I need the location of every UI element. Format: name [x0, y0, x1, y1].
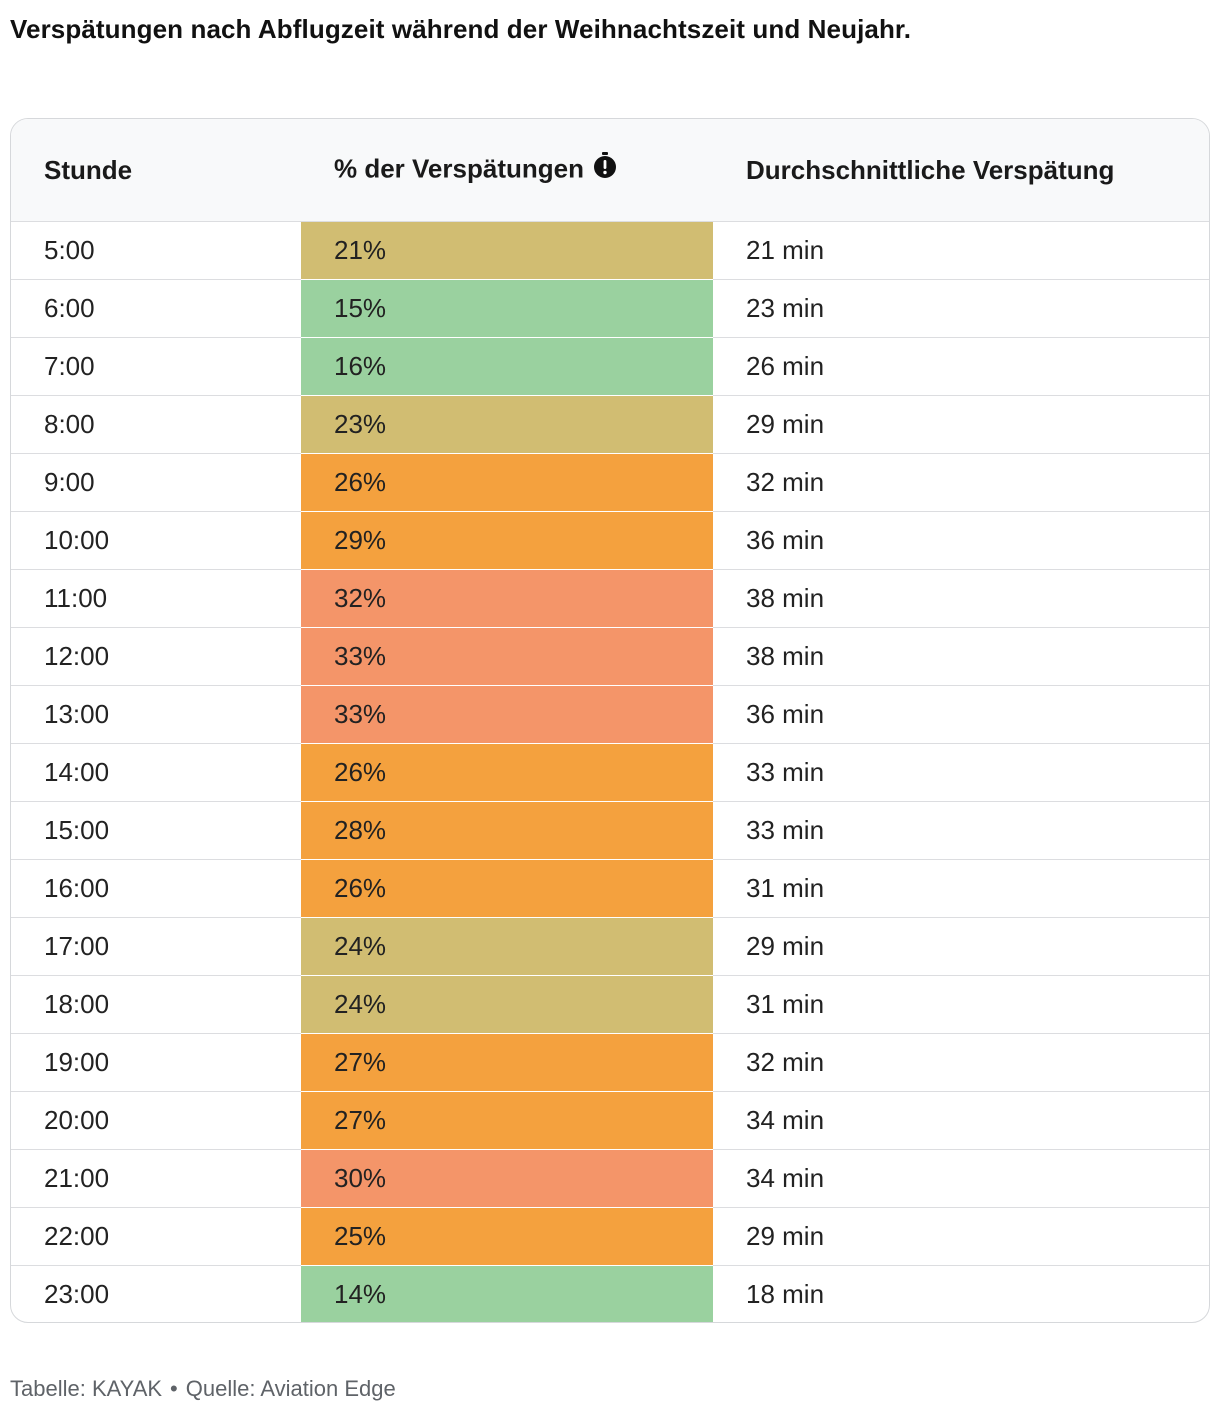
cell-delay-percent: 26% [301, 859, 713, 918]
cell-hour: 23:00 [11, 1265, 301, 1322]
column-header-hour: Stunde [11, 119, 301, 222]
cell-average-delay: 34 min [713, 1091, 1209, 1150]
cell-hour: 5:00 [44, 235, 95, 265]
data-source: Quelle: Aviation Edge [185, 1376, 396, 1401]
cell-delay-percent: 28% [301, 801, 713, 860]
table-row: 7:00 16% 26 min [11, 337, 1209, 396]
cell-delay-percent: 14% [301, 1265, 713, 1322]
cell-hour: 12:00 [11, 627, 301, 686]
cell-hour: 21:00 [11, 1149, 301, 1208]
cell-delay-percent: 24% [301, 975, 713, 1034]
column-header-delay-percent: % der Verspätungen [301, 119, 713, 222]
table-row: 5:00 21% 21 min [11, 221, 1209, 280]
cell-average-delay: 29 min [713, 395, 1209, 454]
cell-hour: 22:00 [11, 1207, 301, 1266]
cell-delay-percent: 27% [301, 1091, 713, 1150]
cell-delay-percent: 27% [301, 1033, 713, 1092]
table-row: 15:00 28% 33 min [11, 801, 1209, 860]
cell-average-delay: 21 min [746, 235, 825, 265]
cell-hour: 18:00 [11, 975, 301, 1034]
table-row: 13:00 33% 36 min [11, 685, 1209, 744]
cell-average-delay: 29 min [713, 917, 1209, 976]
table-row: 19:00 27% 32 min [11, 1033, 1209, 1092]
chart-title: Verspätungen nach Abflugzeit während der… [10, 14, 912, 44]
cell-hour: 19:00 [11, 1033, 301, 1092]
cell-hour: 17:00 [11, 917, 301, 976]
cell-delay-percent: 30% [301, 1149, 713, 1208]
cell-delay-percent: 24% [301, 917, 713, 976]
cell-delay-percent: 15% [301, 279, 713, 338]
cell-delay-percent: 25% [301, 1207, 713, 1266]
cell-delay-percent: 23% [301, 395, 713, 454]
table-row: 20:00 27% 34 min [11, 1091, 1209, 1150]
separator-dot: • [170, 1376, 178, 1401]
table-header-row: Stunde % der Verspätungen Durchschnittli… [11, 119, 1209, 222]
cell-delay-percent: 21% [301, 221, 713, 280]
cell-average-delay: 29 min [713, 1207, 1209, 1266]
cell-delay-percent: 29% [301, 511, 713, 570]
table-row: 22:00 25% 29 min [11, 1207, 1209, 1266]
footer-credit: Tabelle: KAYAK • Quelle: Aviation Edge [10, 1376, 396, 1402]
cell-average-delay: 34 min [713, 1149, 1209, 1208]
cell-average-delay: 31 min [713, 859, 1209, 918]
cell-delay-percent: 26% [301, 453, 713, 512]
cell-hour: 14:00 [11, 743, 301, 802]
table-row: 18:00 24% 31 min [11, 975, 1209, 1034]
cell-delay-percent: 33% [301, 627, 713, 686]
cell-average-delay: 18 min [713, 1265, 1209, 1322]
cell-delay-percent: 32% [301, 569, 713, 628]
cell-hour: 16:00 [11, 859, 301, 918]
table-row: 12:00 33% 38 min [11, 627, 1209, 686]
table-row: 11:00 32% 38 min [11, 569, 1209, 628]
cell-average-delay: 36 min [713, 511, 1209, 570]
cell-average-delay: 36 min [713, 685, 1209, 744]
cell-hour: 9:00 [11, 453, 301, 512]
cell-average-delay: 23 min [713, 279, 1209, 338]
cell-delay-percent: 16% [301, 337, 713, 396]
cell-average-delay: 38 min [713, 569, 1209, 628]
cell-delay-percent: 33% [301, 685, 713, 744]
cell-average-delay: 31 min [713, 975, 1209, 1034]
cell-hour: 6:00 [11, 279, 301, 338]
cell-hour: 11:00 [11, 569, 301, 628]
cell-hour: 20:00 [11, 1091, 301, 1150]
cell-hour: 10:00 [11, 511, 301, 570]
cell-hour: 7:00 [11, 337, 301, 396]
table-row: 21:00 30% 34 min [11, 1149, 1209, 1208]
table-row: 16:00 26% 31 min [11, 859, 1209, 918]
delay-table: Stunde % der Verspätungen Durchschnittli… [10, 118, 1210, 1323]
cell-average-delay: 33 min [713, 801, 1209, 860]
stopwatch-alert-icon[interactable] [592, 151, 618, 186]
cell-average-delay: 38 min [713, 627, 1209, 686]
table-row: 14:00 26% 33 min [11, 743, 1209, 802]
table-row: 23:00 14% 18 min [11, 1265, 1209, 1322]
table-row: 6:00 15% 23 min [11, 279, 1209, 338]
column-header-average-delay: Durchschnittliche Verspätung [713, 119, 1209, 222]
cell-delay-percent: 26% [301, 743, 713, 802]
cell-average-delay: 32 min [713, 1033, 1209, 1092]
cell-hour: 15:00 [11, 801, 301, 860]
cell-hour: 13:00 [11, 685, 301, 744]
table-row: 10:00 29% 36 min [11, 511, 1209, 570]
table-credit: Tabelle: KAYAK [10, 1376, 163, 1401]
cell-average-delay: 33 min [713, 743, 1209, 802]
table-row: 17:00 24% 29 min [11, 917, 1209, 976]
cell-average-delay: 26 min [713, 337, 1209, 396]
table-row: 9:00 26% 32 min [11, 453, 1209, 512]
cell-hour: 8:00 [11, 395, 301, 454]
table-row: 8:00 23% 29 min [11, 395, 1209, 454]
cell-average-delay: 32 min [713, 453, 1209, 512]
